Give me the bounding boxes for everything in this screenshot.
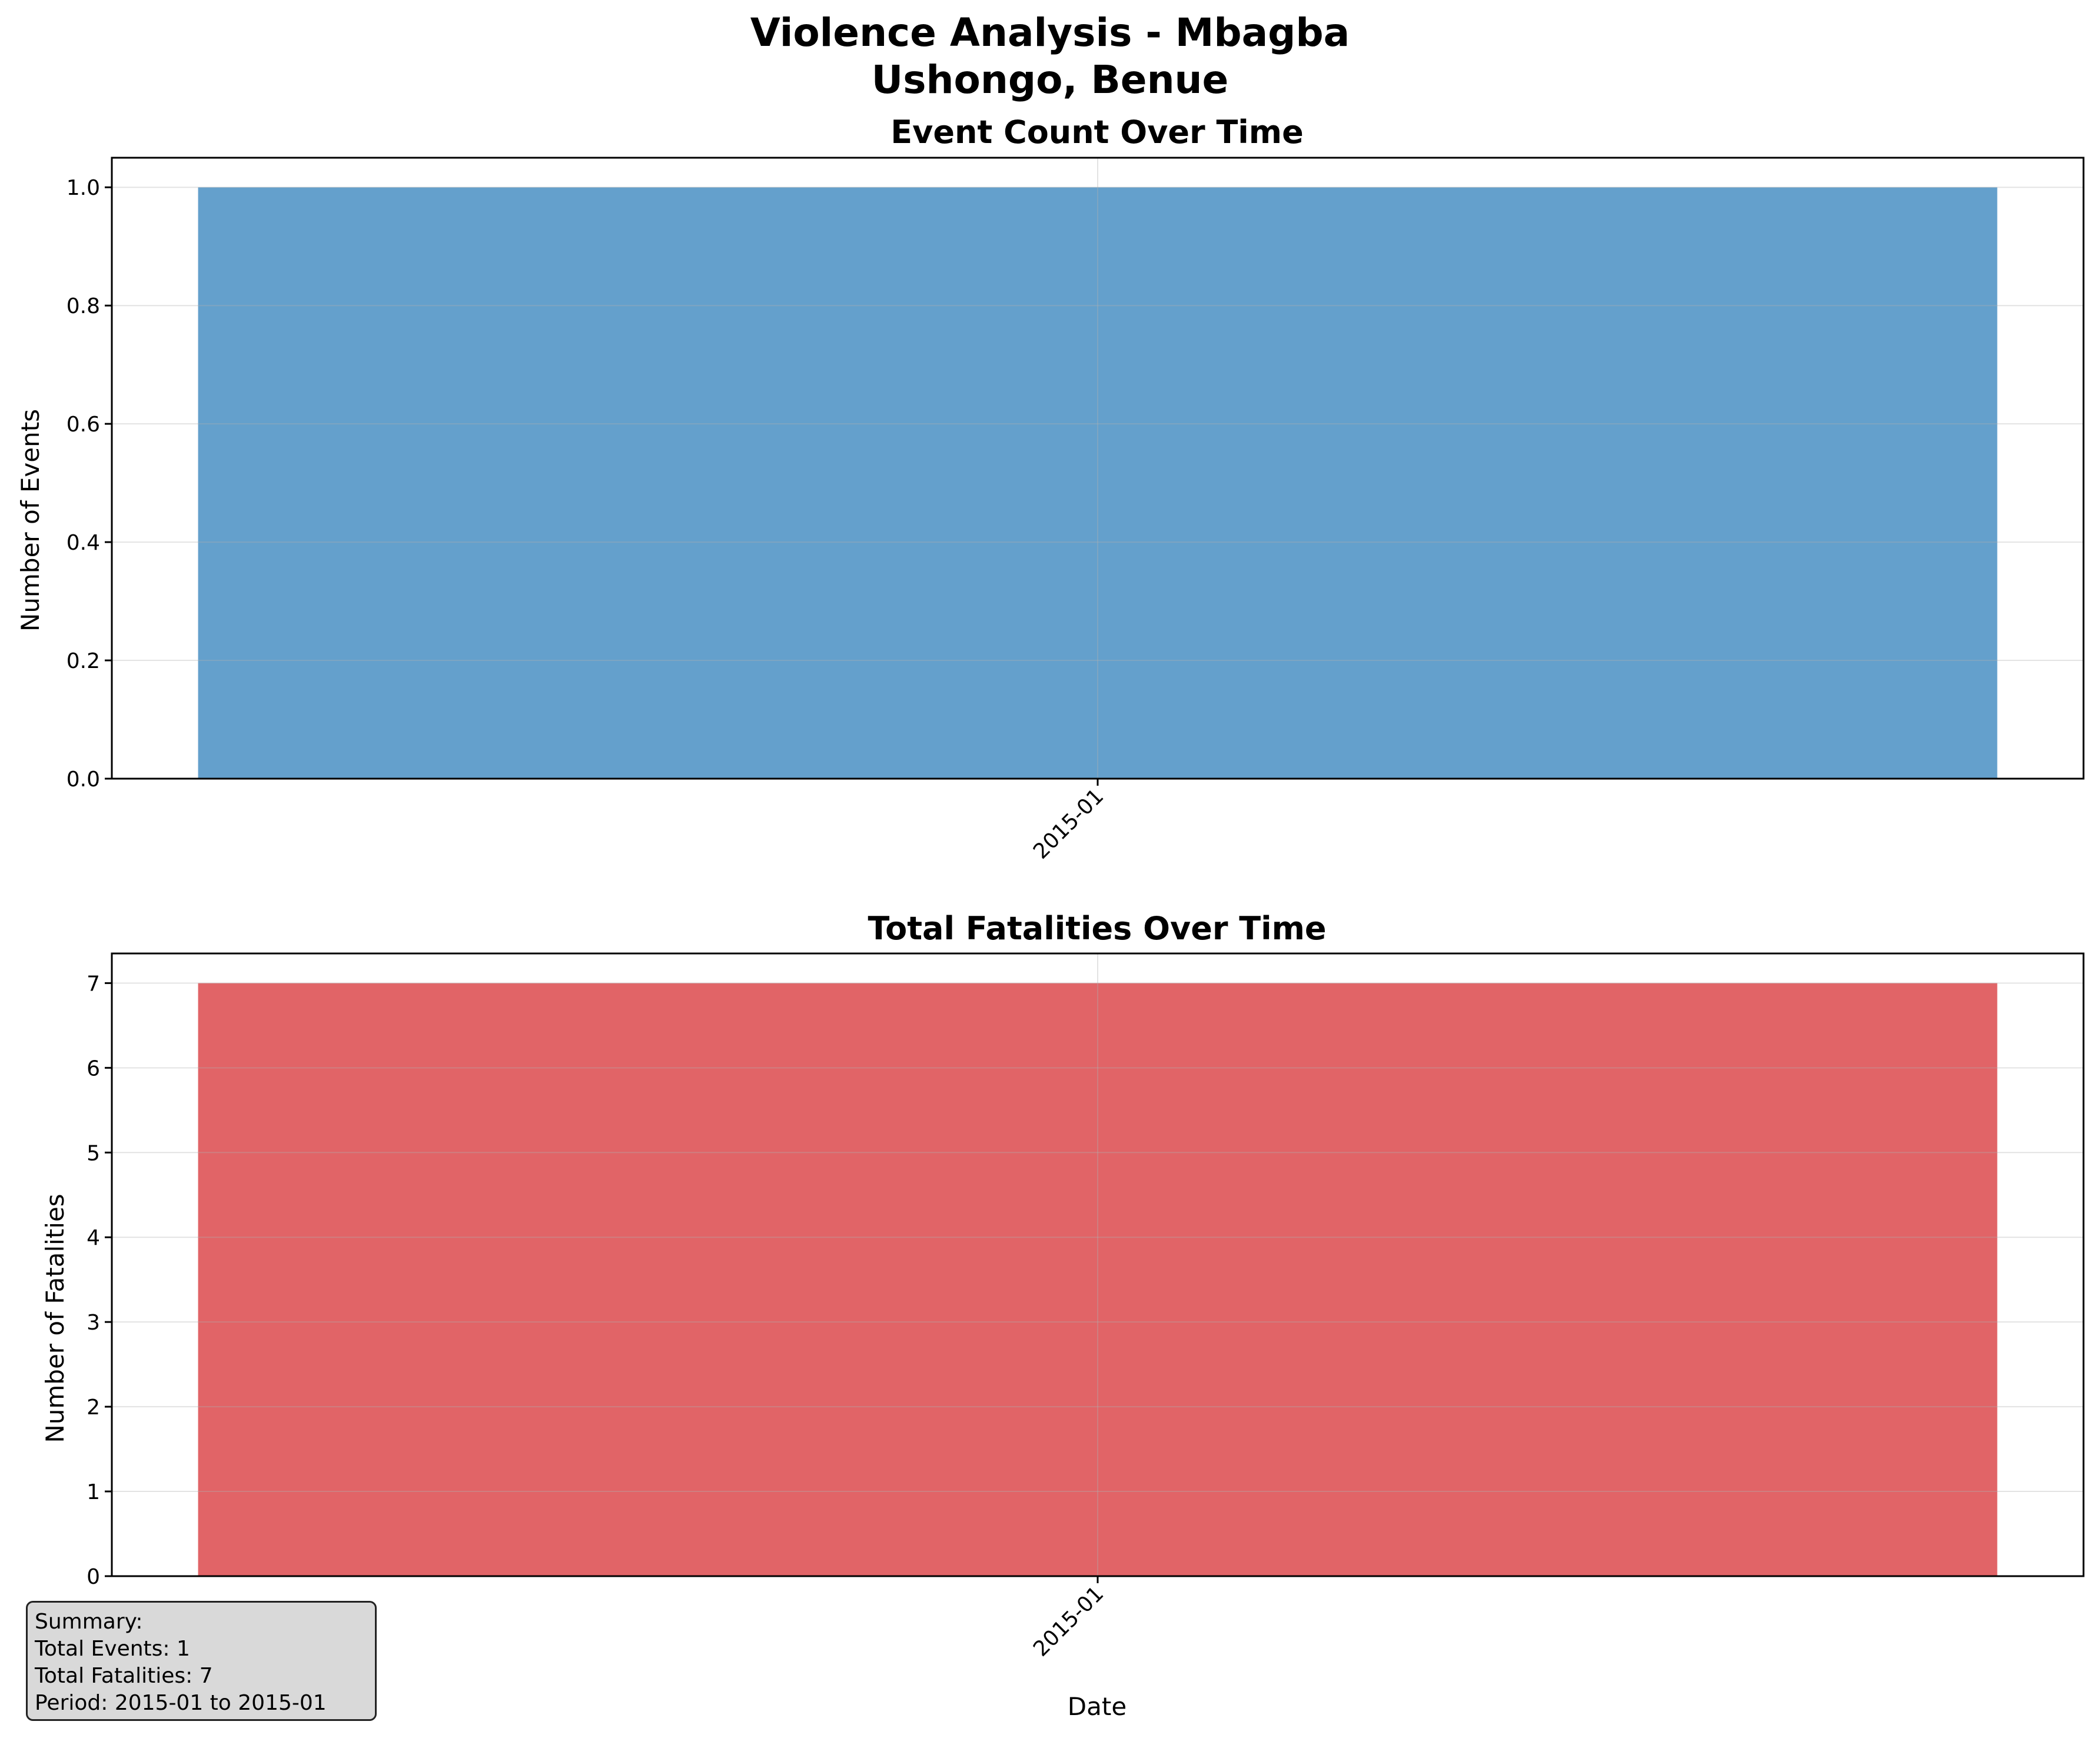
event-count-y-tick-label: 1.0 (67, 176, 100, 200)
summary-period: Period: 2015-01 to 2015-01 (35, 1691, 327, 1715)
fatalities-y-tick-label: 2 (87, 1395, 100, 1420)
figure-title-line2: Ushongo, Benue (872, 57, 1229, 102)
event-count-y-tick-label: 0.0 (67, 767, 100, 792)
event-count-chart-title: Event Count Over Time (890, 114, 1303, 151)
fatalities-y-tick-label: 4 (87, 1226, 100, 1250)
event-count-y-tick-label: 0.6 (67, 413, 100, 437)
fatalities-y-tick-label: 5 (87, 1141, 100, 1165)
fatalities-chart-title: Total Fatalities Over Time (868, 910, 1326, 947)
fatalities-y-tick-label: 6 (87, 1056, 100, 1081)
figure-title-line1: Violence Analysis - Mbagba (750, 10, 1350, 55)
fatalities-y-tick-label: 7 (87, 972, 100, 996)
fatalities-x-tick-label: 2015-01 (1029, 1581, 1108, 1661)
event-count-y-tick-label: 0.8 (67, 294, 100, 318)
event-count-y-axis-label: Number of Events (16, 409, 45, 632)
event-count-x-tick-label: 2015-01 (1029, 784, 1108, 863)
fatalities-y-tick-label: 0 (87, 1565, 100, 1589)
fatalities-bar (198, 983, 1998, 1576)
event-count-y-tick-label: 0.4 (67, 531, 100, 555)
fatalities-chart: Total Fatalities Over Time Number of Fat… (41, 910, 2085, 1721)
event-count-y-tick-label: 0.2 (67, 649, 100, 673)
event-count-chart: Event Count Over Time Number of Events 0… (16, 114, 2085, 864)
summary-total-events: Total Events: 1 (35, 1637, 190, 1661)
fatalities-x-axis-label: Date (1068, 1692, 1127, 1721)
fatalities-y-tick-label: 3 (87, 1311, 100, 1335)
summary-heading: Summary: (35, 1610, 143, 1634)
event-count-bar (198, 187, 1998, 779)
summary-box: Summary: Total Events: 1 Total Fatalitie… (26, 1601, 377, 1721)
summary-total-fatalities: Total Fatalities: 7 (35, 1664, 213, 1688)
fatalities-y-axis-label: Number of Fatalities (41, 1194, 69, 1443)
fatalities-y-tick-label: 1 (87, 1480, 100, 1504)
